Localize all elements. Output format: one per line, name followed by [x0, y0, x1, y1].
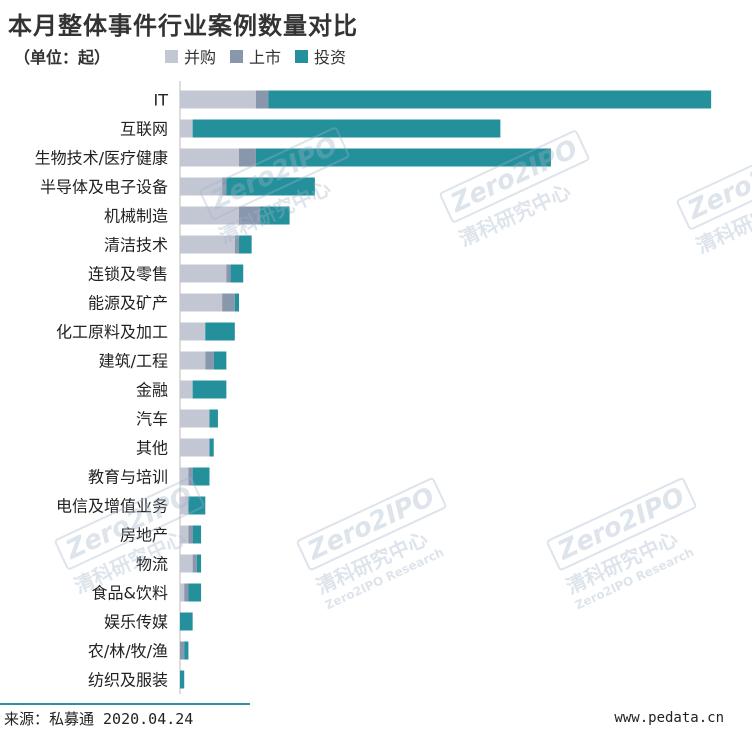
bar-investment — [205, 322, 235, 341]
bar-ipo — [192, 554, 197, 573]
legend-item-investment: 投资 — [295, 44, 346, 68]
bar-mna — [180, 438, 210, 457]
category-label: 生物技术/医疗健康 — [35, 149, 168, 168]
bar-ipo — [205, 351, 214, 370]
category-label: 汽车 — [136, 410, 168, 429]
bar-investment — [260, 206, 290, 225]
bar-investment — [188, 583, 202, 602]
category-label: 物流 — [136, 555, 168, 574]
category-label: 机械制造 — [104, 207, 168, 226]
category-label: 农/林/牧/渔 — [88, 642, 168, 661]
category-label: 清洁技术 — [104, 236, 168, 255]
bar-mna — [180, 293, 223, 312]
bar-investment — [209, 409, 218, 428]
bar-investment — [213, 351, 227, 370]
bar-investment — [192, 525, 202, 544]
bar-investment — [196, 554, 202, 573]
bar-ipo — [234, 235, 240, 254]
bar-ipo — [239, 206, 261, 225]
bar-mna — [180, 380, 193, 399]
category-label: 能源及矿产 — [88, 294, 168, 313]
legend-item-mna: 并购 — [165, 44, 216, 68]
bar-investment — [230, 264, 244, 283]
bar-mna — [180, 496, 189, 515]
bar-mna — [180, 119, 193, 138]
bar-investment — [268, 90, 712, 109]
legend: 并购 上市 投资 — [165, 44, 346, 68]
bar-mna — [180, 264, 227, 283]
legend-swatch-mna — [165, 49, 178, 63]
bar-mna — [180, 90, 256, 109]
bar-ipo — [188, 525, 193, 544]
bar-investment — [209, 438, 214, 457]
bar-investment — [192, 467, 210, 486]
category-label: IT — [154, 91, 169, 110]
category-label: 纺织及服装 — [88, 671, 168, 690]
category-label: 半导体及电子设备 — [40, 178, 168, 197]
category-label: 金融 — [136, 381, 168, 400]
bar-mna — [180, 206, 240, 225]
bar-mna — [180, 351, 206, 370]
bar-investment — [188, 496, 206, 515]
chart-title: 本月整体事件行业案例数量对比 — [8, 12, 358, 40]
bar-ipo — [222, 293, 235, 312]
footer-divider — [0, 703, 250, 705]
bar-ipo — [226, 264, 231, 283]
bar-investment — [192, 119, 501, 138]
bar-ipo — [180, 641, 185, 660]
site-url: www.pedata.cn — [614, 710, 724, 726]
bar-mna — [180, 583, 185, 602]
category-label: 房地产 — [120, 526, 168, 545]
unit-label: （单位：起） — [14, 48, 111, 67]
bar-investment — [184, 641, 189, 660]
bar-mna — [180, 148, 240, 167]
category-label: 其他 — [136, 439, 168, 458]
category-label: 建筑/工程 — [99, 352, 168, 371]
category-label: 化工原料及加工 — [56, 323, 168, 342]
bar-mna — [180, 235, 235, 254]
bar-mna — [180, 322, 206, 341]
bar-ipo — [184, 583, 189, 602]
bar-mna — [180, 177, 223, 196]
category-label: 娱乐传媒 — [104, 613, 168, 632]
bar-ipo — [222, 177, 227, 196]
bar-investment — [192, 380, 227, 399]
bar-investment — [234, 293, 240, 312]
legend-label-mna: 并购 — [184, 48, 217, 67]
legend-label-ipo: 上市 — [249, 48, 282, 67]
category-label: 教育与培训 — [88, 468, 168, 487]
bar-investment — [255, 148, 551, 167]
legend-item-ipo: 上市 — [230, 44, 281, 68]
legend-swatch-ipo — [230, 49, 244, 63]
bar-mna — [180, 554, 193, 573]
legend-label-investment: 投资 — [314, 48, 347, 67]
bar-ipo — [255, 90, 269, 109]
bar-investment — [180, 670, 185, 689]
legend-swatch-investment — [295, 49, 309, 63]
category-label: 互联网 — [120, 120, 168, 139]
bar-investment — [239, 235, 252, 254]
bar-mna — [180, 467, 189, 486]
category-label: 电信及增值业务 — [56, 497, 168, 516]
bar-mna — [180, 525, 189, 544]
category-label: 食品&饮料 — [92, 584, 168, 603]
bar-mna — [180, 409, 210, 428]
bar-investment — [226, 177, 315, 196]
bar-ipo — [188, 467, 193, 486]
bar-investment — [180, 612, 193, 631]
category-label: 连锁及零售 — [88, 265, 168, 284]
source-note: 来源：私募通 2020.04.24 — [4, 710, 194, 728]
bar-ipo — [239, 148, 256, 167]
